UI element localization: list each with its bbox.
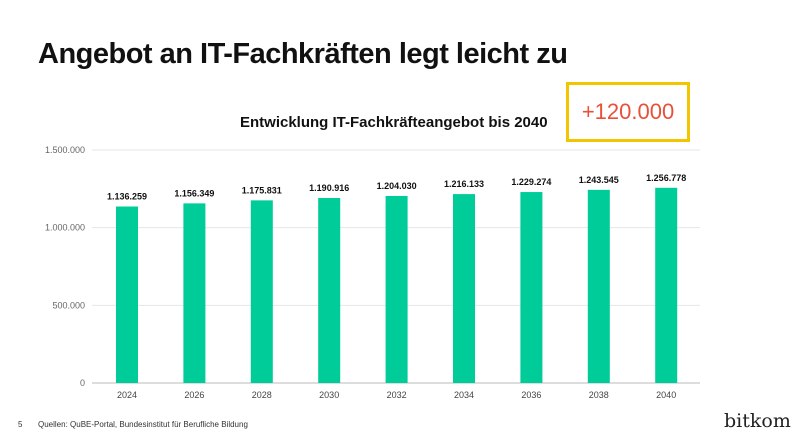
- source-note: Quellen: QuBE-Portal, Bundesinstitut für…: [38, 420, 248, 429]
- y-tick-label: 1.500.000: [45, 145, 85, 155]
- bar: [183, 203, 206, 383]
- data-label: 1.136.259: [107, 192, 147, 202]
- bar: [520, 192, 543, 383]
- data-label: 1.175.831: [242, 185, 282, 195]
- bar: [453, 194, 475, 383]
- increase-badge: +120.000: [566, 82, 690, 142]
- x-tick-label: 2028: [252, 390, 272, 400]
- bar: [116, 206, 138, 383]
- x-tick-label: 2032: [387, 390, 407, 400]
- data-label: 1.216.133: [444, 179, 484, 189]
- data-label: 1.229.274: [511, 177, 551, 187]
- data-label: 1.156.349: [174, 188, 214, 198]
- bar: [250, 200, 273, 383]
- data-label: 1.256.778: [646, 173, 686, 183]
- data-label: 1.190.916: [309, 183, 349, 193]
- x-tick-label: 2036: [521, 390, 541, 400]
- x-tick-label: 2026: [184, 390, 204, 400]
- bar: [318, 198, 341, 383]
- data-label: 1.243.545: [579, 175, 619, 185]
- data-label: 1.204.030: [377, 181, 417, 191]
- page-number: 5: [18, 420, 23, 429]
- bar: [655, 187, 678, 383]
- x-tick-label: 2030: [319, 390, 339, 400]
- bar: [385, 195, 408, 383]
- y-tick-label: 500.000: [52, 300, 85, 310]
- y-tick-label: 1.000.000: [45, 223, 85, 233]
- slide-title: Angebot an IT-Fachkräften legt leicht zu: [38, 38, 568, 70]
- x-tick-label: 2024: [117, 390, 137, 400]
- x-tick-label: 2034: [454, 390, 474, 400]
- y-tick-label: 0: [80, 378, 85, 388]
- x-tick-label: 2040: [656, 390, 676, 400]
- bar: [587, 189, 610, 383]
- chart-title: Entwicklung IT-Fachkräfteangebot bis 204…: [240, 114, 548, 131]
- bitkom-logo: bitkom: [724, 410, 791, 432]
- x-tick-label: 2038: [589, 390, 609, 400]
